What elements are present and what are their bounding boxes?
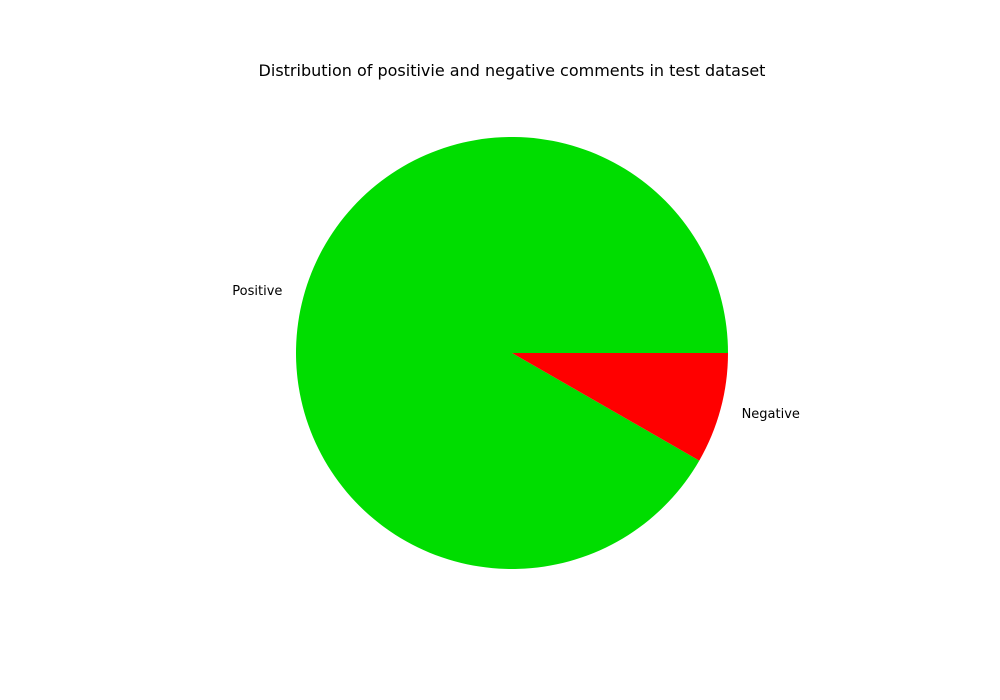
slice-label-negative: Negative <box>742 407 800 422</box>
pie-slice-negative <box>512 353 728 461</box>
slice-label-positive: Positive <box>232 284 282 299</box>
pie-slice-positive <box>296 137 728 570</box>
chart-title: Distribution of positivie and negative c… <box>259 61 766 80</box>
pie-slices <box>296 137 728 570</box>
pie-labels: Positive Negative <box>232 284 800 422</box>
